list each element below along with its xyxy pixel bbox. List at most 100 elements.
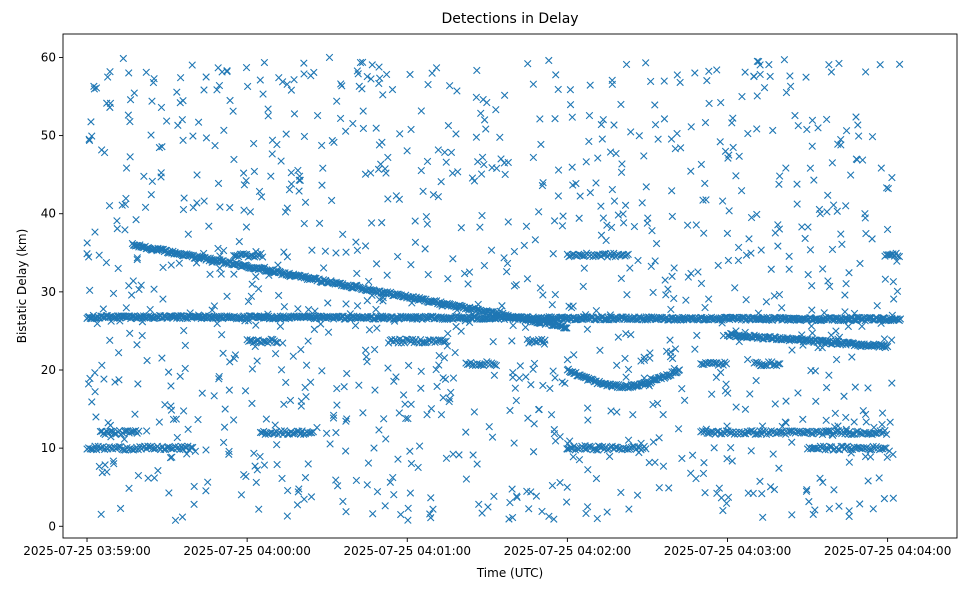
data-point [470,408,479,416]
data-point [500,159,509,167]
data-point [444,274,452,283]
data-point [753,57,762,66]
data-point [810,176,818,184]
data-point [91,387,99,396]
data-point [686,469,695,477]
data-point [300,495,308,503]
data-point [592,307,601,315]
data-point [276,315,285,323]
data-point [453,306,461,314]
data-point [563,324,571,332]
data-point [429,191,438,199]
data-point [213,86,221,94]
data-point [697,279,706,288]
data-point [367,75,375,83]
data-point [701,488,709,497]
data-point [268,150,276,158]
data-point [848,353,856,361]
data-point [747,249,755,257]
data-point [651,257,659,265]
data-point [837,135,845,144]
x-axis-ticks: 2025-07-25 03:59:00 2025-07-25 04:00:00 20… [23,538,951,558]
data-point [157,103,166,112]
data-point [664,371,673,380]
data-point [753,92,761,100]
data-point [252,321,260,329]
data-point [881,343,890,352]
data-point [754,57,763,66]
data-point [793,200,801,208]
data-point [180,194,188,202]
data-point [92,413,100,421]
data-point [253,357,261,365]
data-point [279,339,287,347]
data-point [106,103,114,112]
data-point [248,365,257,373]
data-point [190,482,198,491]
data-point [370,444,378,452]
data-point [823,208,831,216]
data-point [668,212,677,221]
data-point [490,371,499,379]
data-point [614,333,623,341]
data-point [390,490,398,499]
data-point [524,414,532,422]
data-point [394,455,402,463]
data-point [242,176,250,185]
data-point [340,383,348,391]
data-point [256,452,264,461]
data-point [841,291,849,299]
data-point [576,192,584,200]
data-point [550,515,558,523]
data-point [584,466,592,474]
data-point [619,210,627,218]
data-point [525,505,533,513]
data-point [276,322,285,330]
x-tick-label: 2025-07-25 04:01:00 [344,544,471,558]
data-point [697,160,706,169]
data-point [710,444,718,452]
data-point [882,184,891,192]
data-point [203,478,212,486]
data-point [530,420,538,428]
data-point [202,134,211,142]
data-point [756,477,764,486]
y-tick-label: 0 [48,519,56,533]
data-point [847,449,855,457]
data-point [244,297,253,306]
data-point [230,155,238,164]
data-point [807,322,816,330]
data-point [775,172,784,180]
data-point [252,478,260,487]
data-point [811,506,819,514]
data-point [220,423,229,431]
data-point [116,317,124,325]
data-point [522,222,531,230]
data-point [563,316,572,324]
data-point [895,252,904,261]
data-point [226,203,234,212]
data-point [446,395,454,403]
data-point [806,164,815,172]
data-point [536,115,544,123]
data-point [280,302,289,311]
data-point [842,127,851,135]
data-point [564,439,572,448]
data-point [484,503,492,511]
data-point [257,193,266,201]
data-point [665,484,673,492]
data-point [414,463,422,472]
data-point [294,166,302,175]
data-point [365,326,374,334]
data-point [713,489,721,498]
data-point [322,429,331,438]
data-point [876,60,884,69]
data-point [148,97,156,105]
data-point [460,269,469,278]
data-point [313,423,321,432]
data-point [633,382,641,390]
data-point [173,88,181,96]
data-point [691,345,699,353]
data-point [645,458,653,467]
